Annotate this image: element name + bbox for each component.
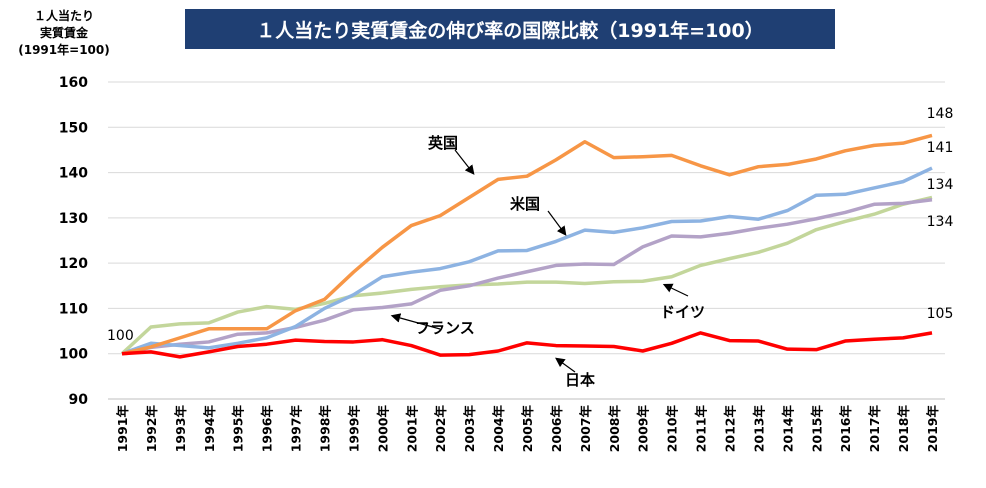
series-line-3 bbox=[120, 195, 933, 355]
x-tick-label: 2005年 bbox=[520, 405, 535, 453]
annotation-arrow bbox=[454, 149, 475, 175]
x-tick-label: 2000年 bbox=[375, 405, 390, 453]
end-value-label: 148 bbox=[927, 106, 954, 122]
x-tick-label: 2002年 bbox=[433, 405, 448, 453]
end-value-label: 134 bbox=[927, 177, 954, 193]
series-line-0 bbox=[121, 133, 933, 356]
x-tick-label: 1992年 bbox=[144, 405, 159, 453]
y-tick-label: 120 bbox=[59, 256, 88, 272]
x-tick-label: 1997年 bbox=[289, 405, 304, 453]
x-tick-label: 2007年 bbox=[578, 405, 593, 453]
series-annotation: 英国 bbox=[428, 134, 458, 152]
x-tick-label: 2009年 bbox=[636, 405, 651, 453]
y-axis-label: １人当たり 実質賃金 (1991年=100) bbox=[4, 8, 124, 59]
series-annotation: ドイツ bbox=[660, 303, 705, 321]
x-tick-label: 2003年 bbox=[462, 405, 477, 453]
x-tick-label: 2004年 bbox=[491, 405, 506, 453]
annotation-arrow bbox=[547, 210, 567, 236]
series-annotation: 米国 bbox=[510, 195, 540, 213]
end-value-label: 134 bbox=[927, 214, 954, 230]
x-tick-label: 2013年 bbox=[751, 405, 766, 453]
x-tick-label: 2018年 bbox=[896, 405, 911, 453]
x-tick-label: 2006年 bbox=[549, 405, 564, 453]
y-tick-label: 130 bbox=[59, 211, 88, 227]
x-tick-label: 1991年 bbox=[115, 405, 130, 453]
y-tick-label: 110 bbox=[59, 301, 88, 317]
x-tick-label: 1993年 bbox=[173, 405, 188, 453]
x-tick-label: 2016年 bbox=[838, 405, 853, 453]
y-tick-label: 90 bbox=[69, 392, 89, 408]
end-value-label: 141 bbox=[927, 140, 954, 156]
annotation-arrow bbox=[555, 357, 576, 373]
series-annotation: フランス bbox=[415, 319, 475, 337]
x-tick-label: 1994年 bbox=[202, 405, 217, 453]
end-value-label: 105 bbox=[927, 306, 954, 322]
x-tick-label: 2017年 bbox=[867, 405, 882, 453]
x-tick-label: 1996年 bbox=[260, 405, 275, 453]
x-tick-label: 2012年 bbox=[723, 405, 738, 453]
start-value-label: 100 bbox=[107, 328, 134, 344]
x-tick-label: 2001年 bbox=[404, 405, 419, 453]
y-axis-label-line: (1991年=100) bbox=[18, 43, 110, 57]
y-tick-label: 100 bbox=[59, 347, 88, 363]
x-tick-label: 2011年 bbox=[694, 405, 709, 453]
y-axis-label-line: １人当たり bbox=[33, 9, 94, 23]
x-tick-label: 2010年 bbox=[665, 405, 680, 453]
x-tick-label: 1999年 bbox=[346, 405, 361, 453]
x-tick-label: 2008年 bbox=[607, 405, 622, 453]
y-tick-label: 140 bbox=[59, 166, 88, 182]
series-line-4 bbox=[121, 331, 933, 359]
x-tick-label: 2019年 bbox=[925, 405, 940, 453]
x-tick-label: 2014年 bbox=[780, 405, 795, 453]
chart-title: １人当たり実質賃金の伸び率の国際比較（1991年=100） bbox=[185, 9, 835, 49]
y-tick-label: 160 bbox=[59, 75, 88, 91]
series-line-2 bbox=[121, 198, 933, 356]
series-line-1 bbox=[121, 166, 933, 356]
y-axis-label-line: 実質賃金 bbox=[39, 26, 88, 40]
series-annotation: 日本 bbox=[565, 371, 595, 389]
x-tick-label: 1998年 bbox=[318, 405, 333, 453]
annotation-arrow bbox=[662, 283, 689, 297]
annotation-arrow bbox=[390, 313, 441, 330]
x-tick-label: 1995年 bbox=[231, 405, 246, 453]
y-tick-label: 150 bbox=[59, 120, 88, 136]
x-tick-label: 2015年 bbox=[809, 405, 824, 453]
